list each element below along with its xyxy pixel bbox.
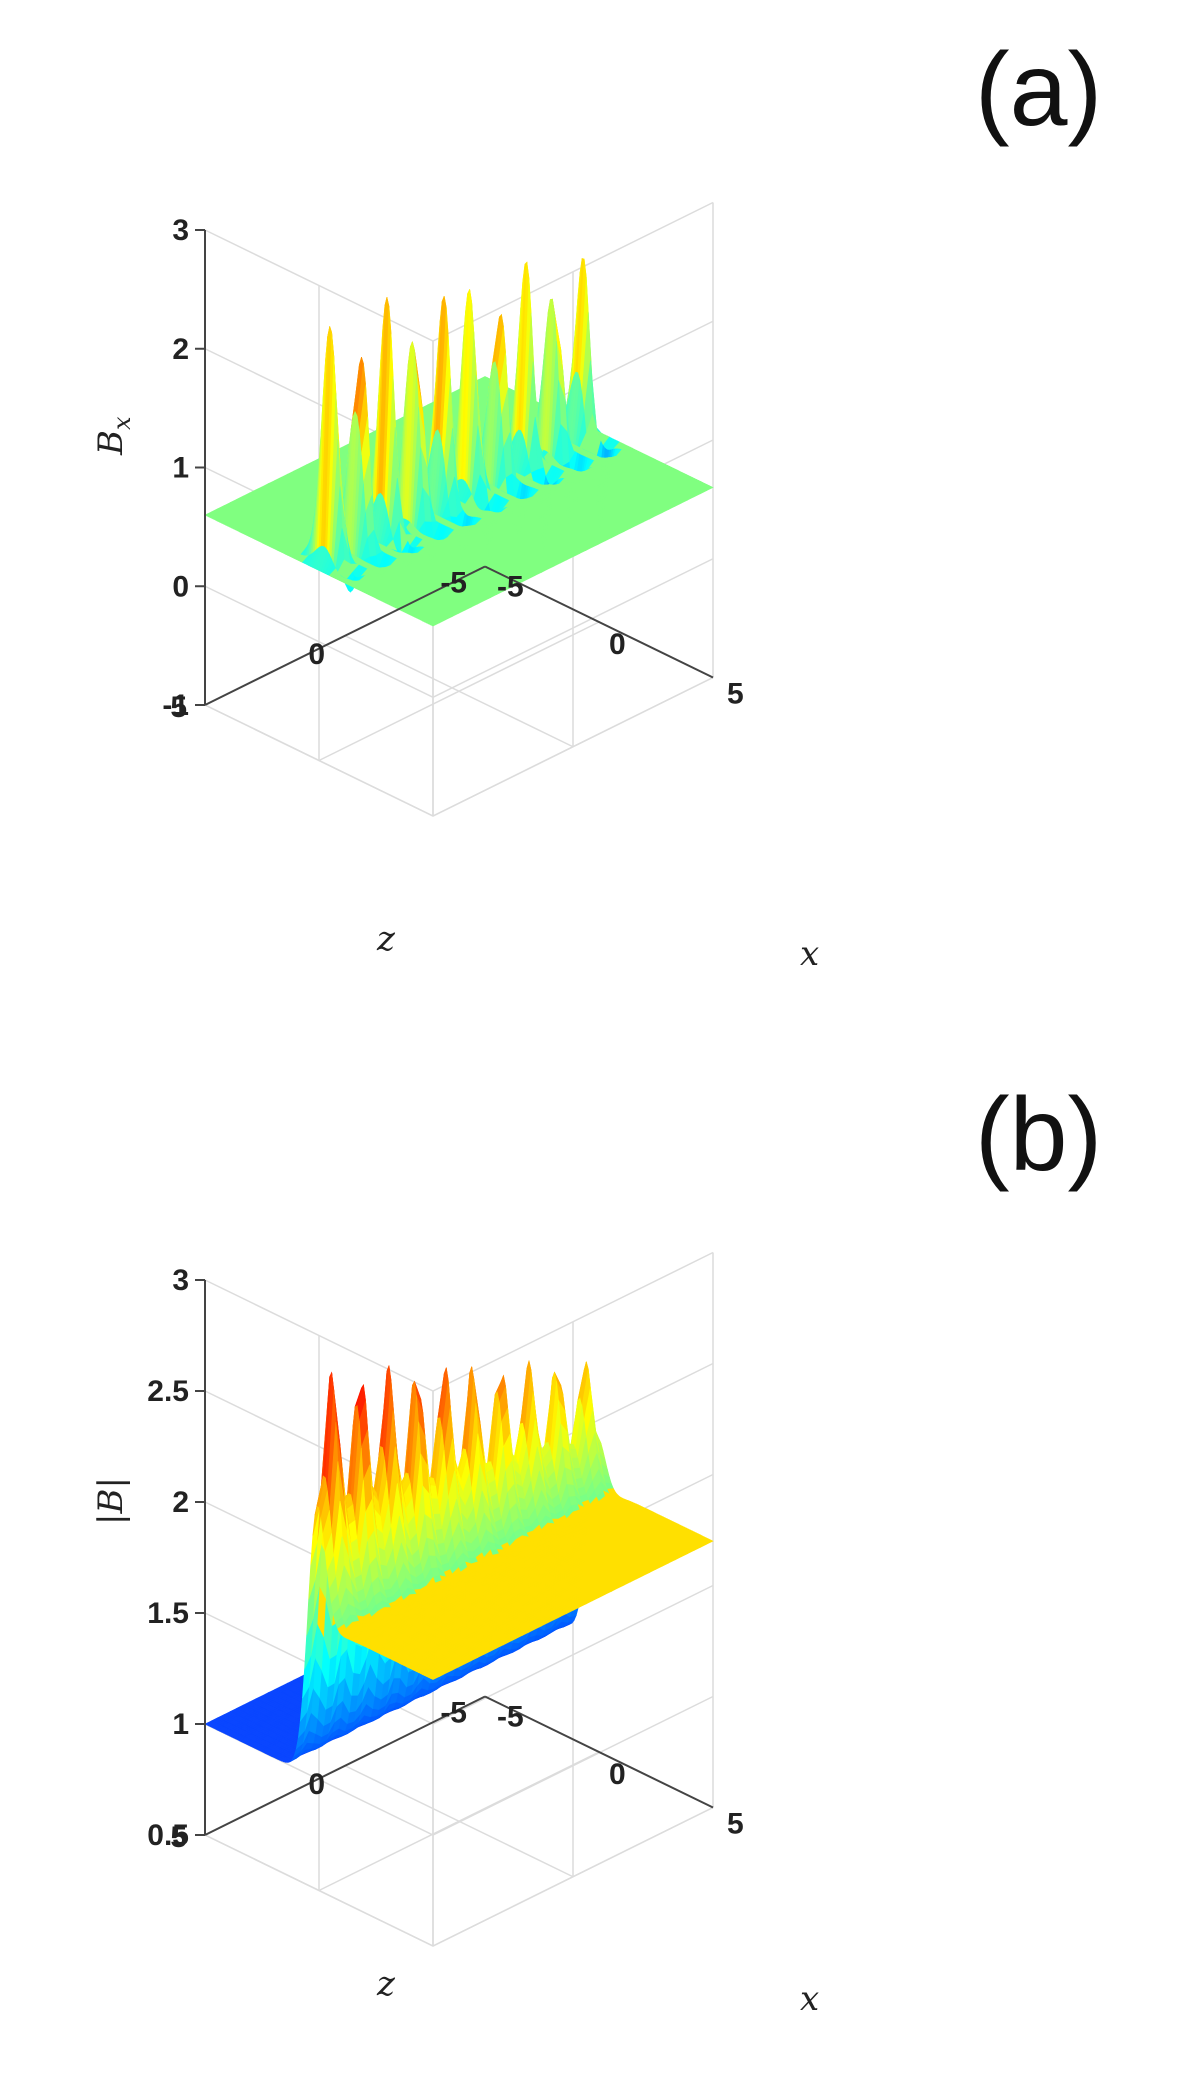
panel-a: -1 0 1 2 3 -5 0 5 -5 0 5 (a) Bx z x: [91, 32, 1102, 974]
zlabel: |B|: [91, 1477, 131, 1525]
ylabel: z: [376, 1964, 396, 2004]
z-tick-label: 2: [172, 1486, 189, 1519]
y-tick-label: -5: [440, 567, 467, 600]
x-tick-label: 5: [727, 1808, 744, 1841]
zlabel: Bx: [91, 416, 136, 456]
y-tick-label: 0: [308, 1768, 325, 1801]
x-tick-label: -5: [497, 571, 524, 604]
z-tick-label: 1: [172, 1708, 189, 1741]
z-tick-label: 1: [172, 452, 189, 485]
y-tick-label: 5: [170, 691, 187, 724]
y-tick-label: -5: [440, 1697, 467, 1730]
xlabel: x: [800, 934, 819, 974]
surface-plot-a: -1 0 1 2 3 -5 0 5 -5 0 5 (a) Bx z x: [91, 32, 1102, 974]
z-tick-label: 2: [172, 333, 189, 366]
x-tick-label: 0: [609, 628, 626, 661]
z-tick-label: 2.5: [147, 1375, 189, 1408]
z-tick-label: -1: [162, 689, 189, 722]
z-tick-label: 0.5: [147, 1819, 189, 1852]
xlabel: x: [800, 1979, 819, 2019]
panel-label: (b): [975, 1077, 1102, 1193]
x-tick-label: -5: [497, 1701, 524, 1734]
z-tick-label: 3: [172, 214, 189, 247]
y-tick-label: 5: [170, 1821, 187, 1854]
surface-plot-b: 0.5 1 1.5 2 2.5 3 -5 0 5 -5 0 5 (b) |B| z x: [91, 1077, 1102, 2019]
z-tick-label: 0: [172, 570, 189, 603]
x-tick-label: 5: [727, 678, 744, 711]
ylabel: z: [376, 919, 396, 959]
panel-b: 0.5 1 1.5 2 2.5 3 -5 0 5 -5 0 5 (b) |B| z x: [0, 1045, 1200, 2090]
panel-label: (a): [975, 32, 1102, 148]
z-tick-label: 3: [172, 1264, 189, 1297]
y-tick-label: 0: [308, 638, 325, 671]
x-tick-label: 0: [609, 1758, 626, 1791]
z-tick-label: 1.5: [147, 1597, 189, 1630]
